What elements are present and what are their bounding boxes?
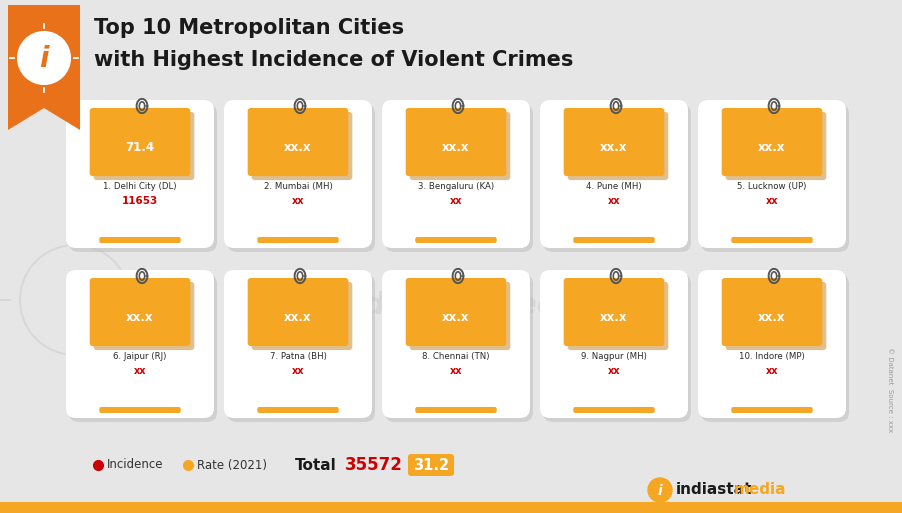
Text: xx: xx xyxy=(450,366,462,376)
Text: xx.x: xx.x xyxy=(284,311,312,324)
FancyBboxPatch shape xyxy=(406,108,506,176)
FancyBboxPatch shape xyxy=(732,237,813,243)
FancyBboxPatch shape xyxy=(385,274,533,422)
Text: xx: xx xyxy=(766,366,778,376)
FancyBboxPatch shape xyxy=(543,274,691,422)
FancyBboxPatch shape xyxy=(94,112,194,180)
Text: i: i xyxy=(658,484,662,498)
FancyBboxPatch shape xyxy=(564,278,664,346)
FancyBboxPatch shape xyxy=(382,270,530,418)
Text: Top 10 Metropolitan Cities: Top 10 Metropolitan Cities xyxy=(94,18,404,38)
Text: 5. Lucknow (UP): 5. Lucknow (UP) xyxy=(737,182,806,191)
Text: Incidence: Incidence xyxy=(107,459,163,471)
FancyBboxPatch shape xyxy=(252,112,353,180)
Text: 2. Mumbai (MH): 2. Mumbai (MH) xyxy=(263,182,332,191)
Text: 8. Chennai (TN): 8. Chennai (TN) xyxy=(422,352,490,361)
FancyBboxPatch shape xyxy=(574,407,655,413)
Text: indiastat: indiastat xyxy=(676,483,752,498)
Circle shape xyxy=(648,478,672,502)
Text: xx.x: xx.x xyxy=(600,311,628,324)
FancyBboxPatch shape xyxy=(408,454,454,476)
Text: xx.x: xx.x xyxy=(600,141,628,154)
FancyBboxPatch shape xyxy=(224,100,372,248)
Text: with Highest Incidence of Violent Crimes: with Highest Incidence of Violent Crimes xyxy=(94,50,574,70)
FancyBboxPatch shape xyxy=(89,108,190,176)
FancyBboxPatch shape xyxy=(248,278,348,346)
Text: xx: xx xyxy=(766,196,778,206)
FancyBboxPatch shape xyxy=(567,282,668,350)
Text: 1. Delhi City (DL): 1. Delhi City (DL) xyxy=(103,182,177,191)
FancyBboxPatch shape xyxy=(726,282,826,350)
Text: Total: Total xyxy=(295,458,336,472)
FancyBboxPatch shape xyxy=(415,407,497,413)
Text: xx.x: xx.x xyxy=(284,141,312,154)
FancyBboxPatch shape xyxy=(732,407,813,413)
Text: 9. Nagpur (MH): 9. Nagpur (MH) xyxy=(581,352,647,361)
FancyBboxPatch shape xyxy=(66,270,214,418)
Text: Rate (2021): Rate (2021) xyxy=(197,459,267,471)
FancyBboxPatch shape xyxy=(540,270,688,418)
Text: xx.x: xx.x xyxy=(126,311,153,324)
Text: 35572: 35572 xyxy=(345,456,403,474)
Text: xx: xx xyxy=(608,366,621,376)
FancyBboxPatch shape xyxy=(564,108,664,176)
FancyBboxPatch shape xyxy=(701,274,849,422)
Text: 10. Indore (MP): 10. Indore (MP) xyxy=(739,352,805,361)
Text: 7. Patna (BH): 7. Patna (BH) xyxy=(270,352,327,361)
Text: i: i xyxy=(67,278,83,326)
FancyBboxPatch shape xyxy=(698,100,846,248)
FancyBboxPatch shape xyxy=(543,104,691,252)
FancyBboxPatch shape xyxy=(69,274,217,422)
FancyBboxPatch shape xyxy=(540,100,688,248)
FancyBboxPatch shape xyxy=(99,407,180,413)
FancyBboxPatch shape xyxy=(0,502,902,513)
Text: xx.x: xx.x xyxy=(442,311,470,324)
FancyBboxPatch shape xyxy=(701,104,849,252)
FancyBboxPatch shape xyxy=(248,108,348,176)
FancyBboxPatch shape xyxy=(385,104,533,252)
FancyBboxPatch shape xyxy=(698,270,846,418)
FancyBboxPatch shape xyxy=(410,112,511,180)
FancyBboxPatch shape xyxy=(89,278,190,346)
FancyBboxPatch shape xyxy=(406,278,506,346)
Text: xx: xx xyxy=(291,196,304,206)
FancyBboxPatch shape xyxy=(227,274,375,422)
Text: xx: xx xyxy=(608,196,621,206)
Text: 71.4: 71.4 xyxy=(125,141,154,154)
FancyBboxPatch shape xyxy=(410,282,511,350)
Text: 31.2: 31.2 xyxy=(413,458,449,472)
FancyBboxPatch shape xyxy=(257,237,338,243)
FancyBboxPatch shape xyxy=(726,112,826,180)
FancyBboxPatch shape xyxy=(257,407,338,413)
FancyBboxPatch shape xyxy=(69,104,217,252)
Text: 4. Pune (MH): 4. Pune (MH) xyxy=(586,182,642,191)
Text: 3. Bengaluru (KA): 3. Bengaluru (KA) xyxy=(418,182,494,191)
Text: xx: xx xyxy=(133,366,146,376)
FancyBboxPatch shape xyxy=(66,100,214,248)
FancyBboxPatch shape xyxy=(227,104,375,252)
FancyBboxPatch shape xyxy=(99,237,180,243)
Circle shape xyxy=(18,32,70,84)
FancyBboxPatch shape xyxy=(224,270,372,418)
Text: i: i xyxy=(40,45,49,73)
Text: xx.x: xx.x xyxy=(759,141,786,154)
Text: © Datanet  Source : xxx: © Datanet Source : xxx xyxy=(887,347,893,432)
FancyBboxPatch shape xyxy=(567,112,668,180)
FancyBboxPatch shape xyxy=(415,237,497,243)
Text: xx: xx xyxy=(450,196,462,206)
FancyBboxPatch shape xyxy=(722,278,823,346)
Text: 6. Jaipur (RJ): 6. Jaipur (RJ) xyxy=(114,352,167,361)
FancyBboxPatch shape xyxy=(722,108,823,176)
Text: media: media xyxy=(734,483,787,498)
Text: xx.x: xx.x xyxy=(759,311,786,324)
Polygon shape xyxy=(8,5,80,130)
FancyBboxPatch shape xyxy=(94,282,194,350)
Text: i-indiastatmedia.com: i-indiastatmedia.com xyxy=(308,290,672,320)
Text: xx: xx xyxy=(291,366,304,376)
Text: 11653: 11653 xyxy=(122,196,158,206)
FancyBboxPatch shape xyxy=(252,282,353,350)
Text: xx.x: xx.x xyxy=(442,141,470,154)
FancyBboxPatch shape xyxy=(382,100,530,248)
FancyBboxPatch shape xyxy=(574,237,655,243)
